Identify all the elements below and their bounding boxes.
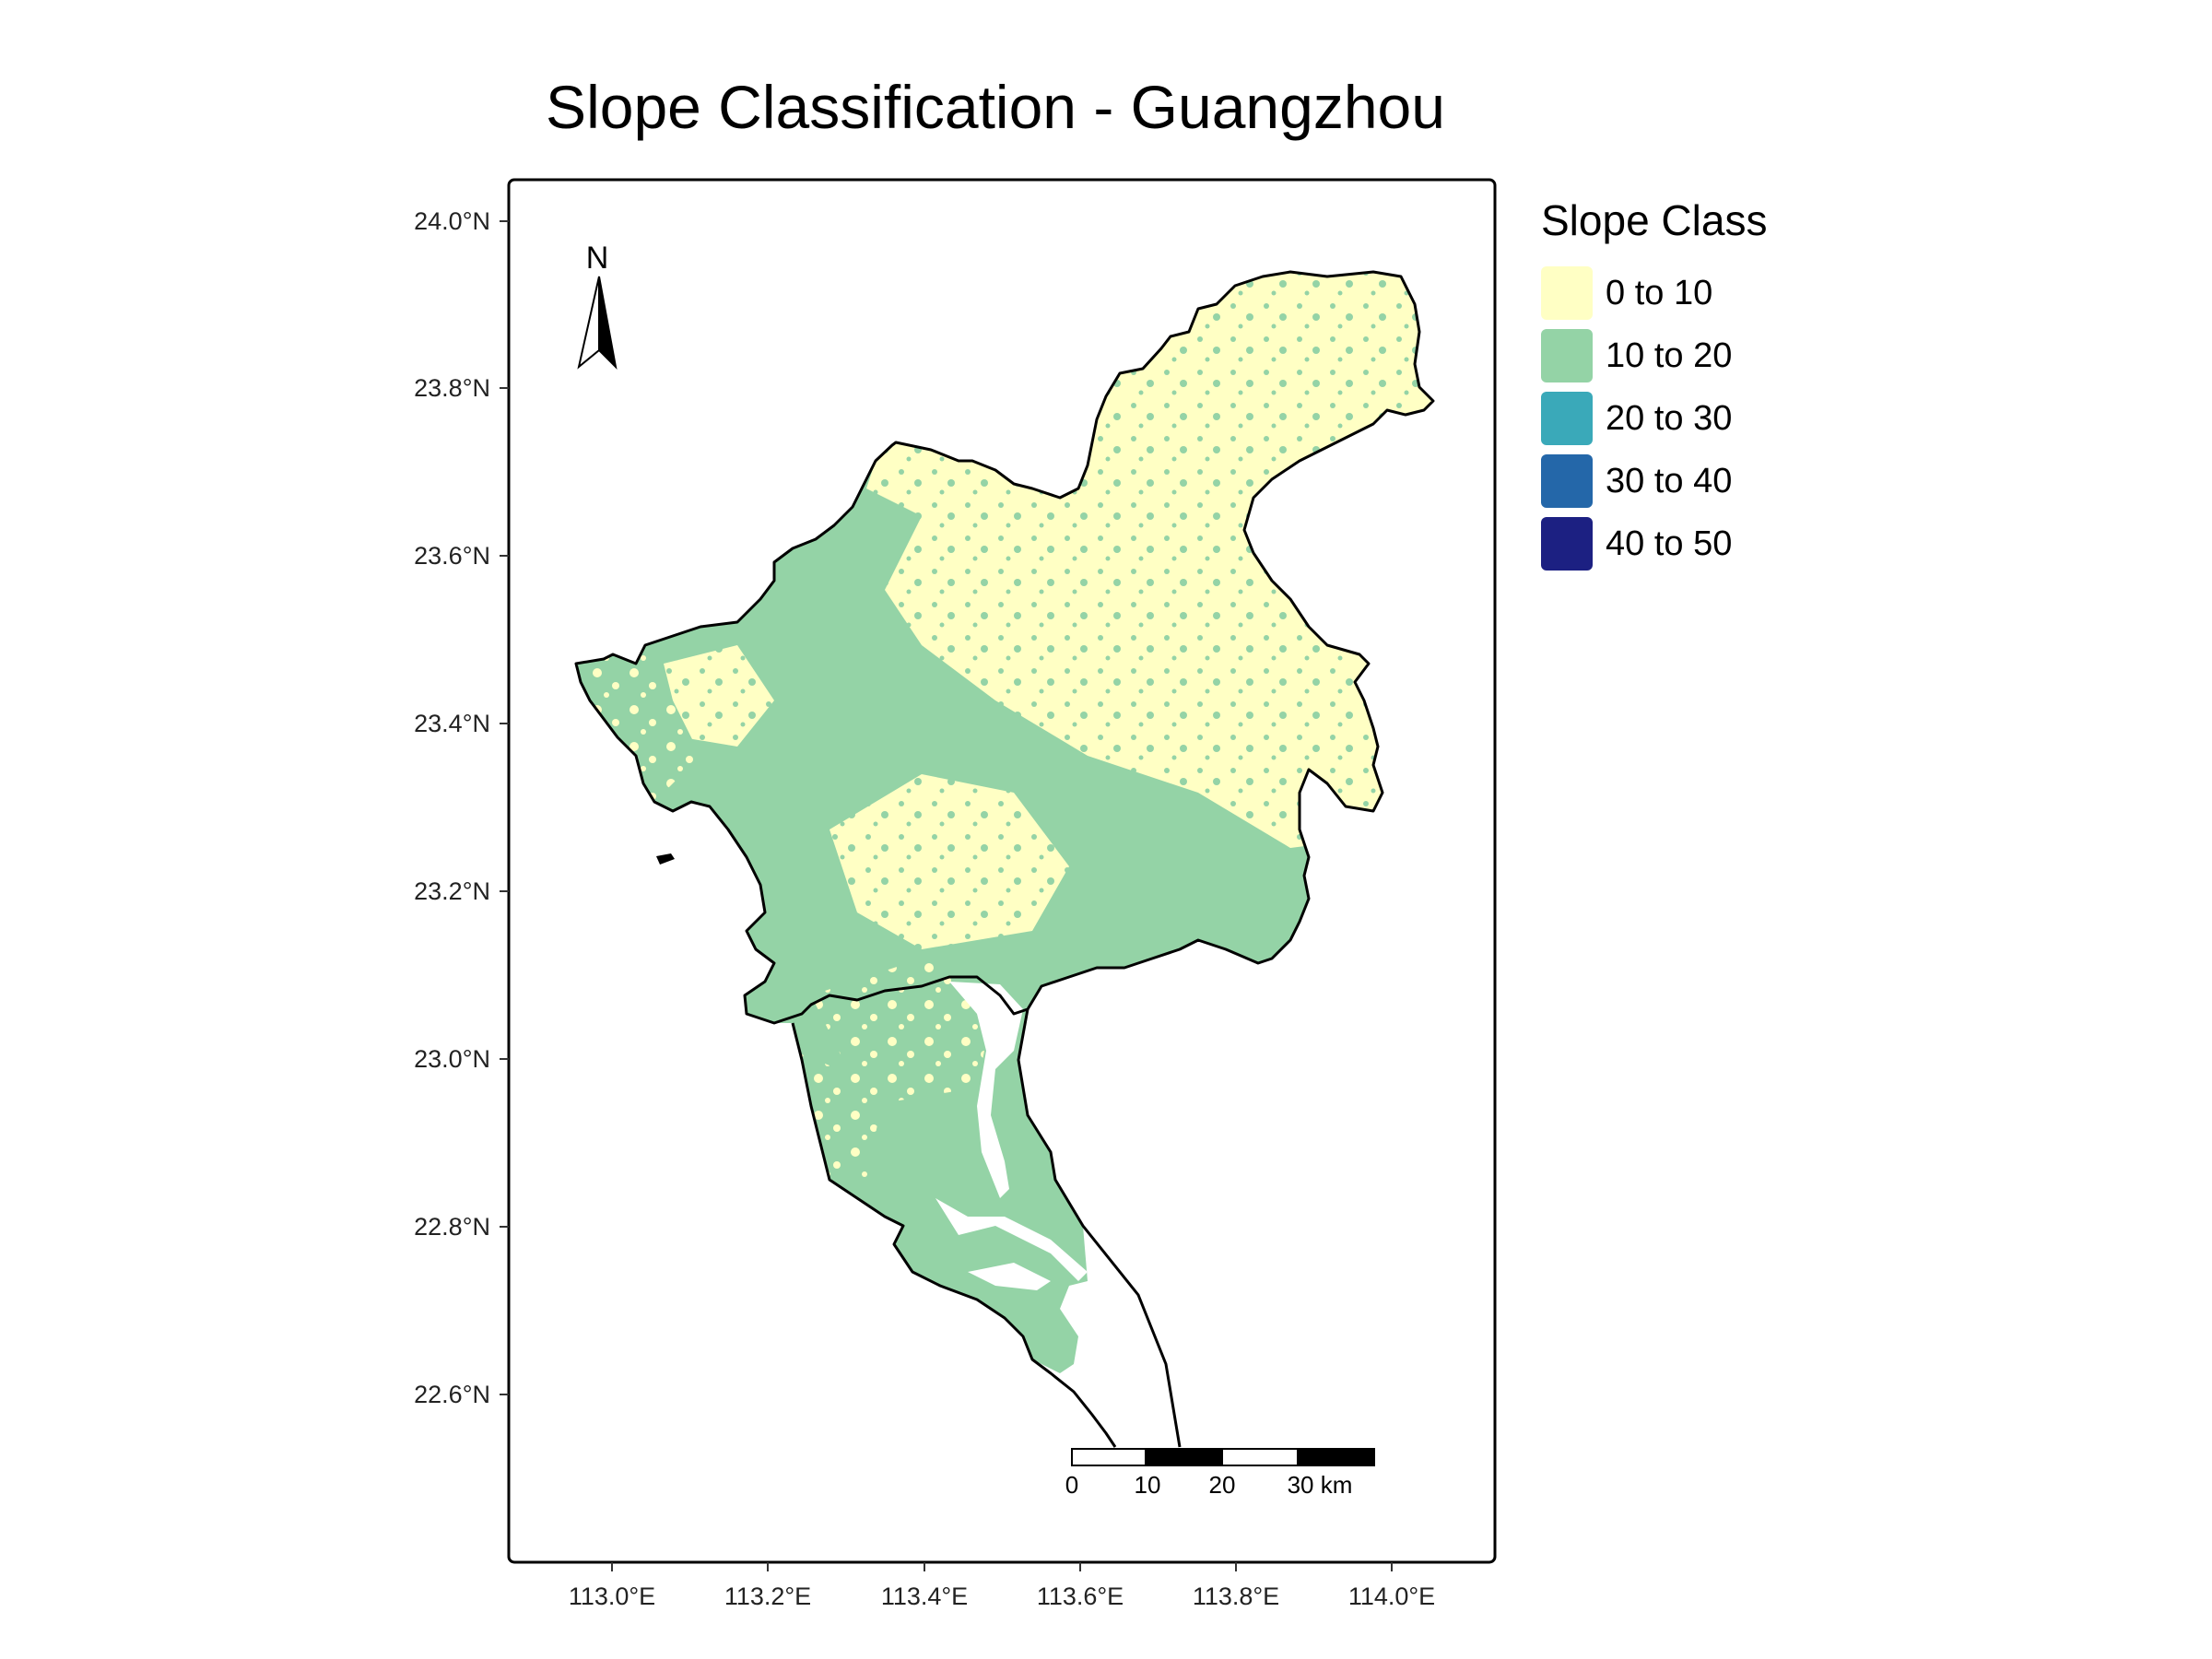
estuary-shoreline — [1017, 1008, 1182, 1448]
legend-swatch — [1541, 517, 1593, 571]
island — [656, 853, 675, 865]
y-tick-label: 24.0°N — [414, 207, 490, 235]
scale-label-30km: 30 km — [1288, 1471, 1353, 1499]
x-tick-label: 113.6°E — [1037, 1583, 1124, 1610]
y-tick-label: 23.8°N — [414, 374, 490, 402]
x-tick-label: 113.4°E — [881, 1583, 968, 1610]
legend-swatch — [1541, 329, 1593, 382]
x-tick-label: 113.8°E — [1193, 1583, 1279, 1610]
y-tick-label: 22.6°N — [414, 1381, 490, 1408]
north-arrow: N — [577, 241, 618, 370]
slope-class-0-10-area — [830, 774, 1069, 949]
y-tick-label: 23.4°N — [414, 710, 490, 737]
legend-item: 30 to 40 — [1541, 450, 1767, 512]
x-axis: 113.0°E 113.2°E 113.4°E 113.6°E 113.8°E … — [569, 1562, 1435, 1610]
scale-label-10: 10 — [1135, 1471, 1161, 1499]
legend-swatch — [1541, 454, 1593, 508]
y-tick-label: 22.8°N — [414, 1213, 490, 1241]
slope-class-mixed-area — [811, 959, 995, 1106]
legend-swatch — [1541, 392, 1593, 445]
legend-swatch — [1541, 266, 1593, 320]
slope-class-0-10-area — [885, 272, 1433, 848]
legend-item: 20 to 30 — [1541, 387, 1767, 450]
scale-label-20: 20 — [1209, 1471, 1236, 1499]
x-tick-label: 113.2°E — [724, 1583, 811, 1610]
legend-title: Slope Class — [1541, 196, 1768, 244]
y-axis: 24.0°N 23.8°N 23.6°N 23.4°N 23.2°N 23.0°… — [414, 207, 509, 1408]
river-channel — [968, 1263, 1051, 1290]
guangzhou-boundary — [574, 270, 1435, 1448]
legend-label: 20 to 30 — [1606, 398, 1733, 438]
slope-class-0-10-area — [977, 553, 1088, 664]
map-title: Slope Classification - Guangzhou — [546, 73, 1445, 141]
legend-label: 40 to 50 — [1606, 524, 1733, 563]
y-tick-label: 23.6°N — [414, 542, 490, 570]
legend-item: 0 to 10 — [1541, 262, 1767, 324]
legend: Slope Class 0 to 10 10 to 20 20 to 30 30… — [1541, 195, 1767, 575]
river-channel — [935, 1198, 1088, 1281]
scale-label-0: 0 — [1065, 1471, 1078, 1499]
legend-item: 10 to 20 — [1541, 324, 1767, 387]
legend-item: 40 to 50 — [1541, 512, 1767, 575]
legend-label: 0 to 10 — [1606, 273, 1713, 312]
scale-bar: 0 10 20 30 km — [1065, 1448, 1375, 1499]
north-arrow-label: N — [586, 241, 609, 276]
legend-label: 30 to 40 — [1606, 461, 1733, 500]
x-tick-label: 114.0°E — [1348, 1583, 1435, 1610]
slope-class-0-10-area — [664, 645, 774, 747]
x-tick-label: 113.0°E — [569, 1583, 655, 1610]
river-channel — [949, 982, 1023, 1198]
y-tick-label: 23.2°N — [414, 877, 490, 905]
legend-label: 10 to 20 — [1606, 335, 1733, 375]
y-tick-label: 23.0°N — [414, 1045, 490, 1073]
